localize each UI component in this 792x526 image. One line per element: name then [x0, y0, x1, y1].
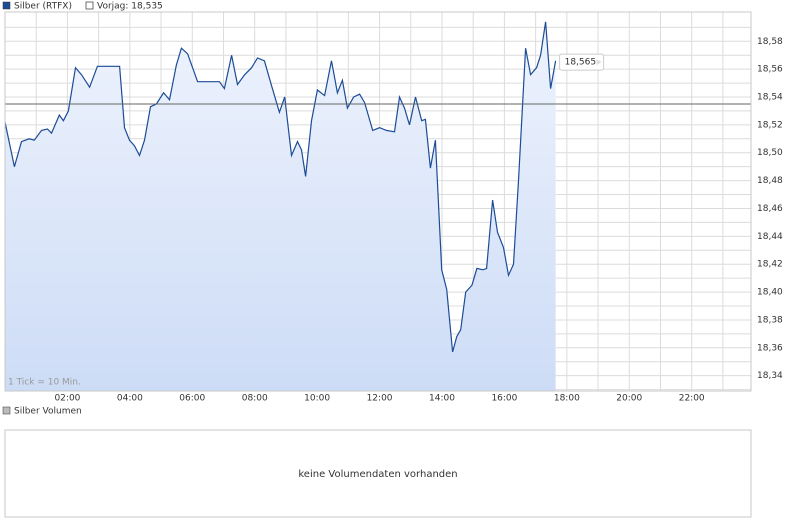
last-value-arrow: [596, 59, 602, 66]
x-tick-label: 18:00: [554, 394, 580, 404]
y-tick-label: 18,46: [757, 204, 783, 214]
y-tick-label: 18,42: [757, 260, 783, 270]
x-tick-label: 12:00: [367, 394, 393, 404]
y-tick-label: 18,36: [757, 343, 783, 353]
area: [5, 21, 556, 392]
y-tick-label: 18,34: [757, 371, 783, 381]
legend-swatch: [85, 1, 94, 10]
x-tick-label: 16:00: [491, 394, 517, 404]
y-tick-label: 18,40: [757, 288, 783, 298]
x-tick-label: 02:00: [54, 394, 80, 404]
legend-label: Silber (RTFX): [14, 2, 72, 12]
x-tick-label: 10:00: [304, 394, 330, 404]
plot-border: [4, 11, 752, 392]
x-tick-label: 04:00: [117, 394, 143, 404]
x-tick-label: 08:00: [242, 394, 268, 404]
x-tick-label: 14:00: [429, 394, 455, 404]
line: [4, 21, 557, 353]
y-tick-label: 18,50: [757, 148, 783, 158]
legend-label: Vorjag: 18,535: [97, 2, 163, 12]
y-tick-label: 18,48: [757, 176, 783, 186]
x-tick-label: 22:00: [679, 394, 705, 404]
annotation: 1 Tick = 10 Min.: [8, 378, 81, 388]
last-value-box: [559, 53, 605, 71]
x-tick-label: 20:00: [616, 394, 642, 404]
y-tick-label: 18,58: [757, 37, 783, 47]
y-tick-label: 18,38: [757, 315, 783, 325]
y-tick-label: 18,44: [757, 232, 783, 242]
legend-swatch: [2, 406, 11, 415]
plot-area: [4, 12, 751, 392]
volume-panel: [4, 429, 752, 518]
y-tick-label: 18,56: [757, 65, 783, 75]
volume-title: Silber Volumen: [14, 407, 82, 417]
x-tick-label: 06:00: [179, 394, 205, 404]
last-value-label: 18,565: [565, 58, 597, 68]
y-tick-label: 18,52: [757, 120, 783, 130]
legend-swatch: [2, 1, 11, 10]
y-tick-label: 18,54: [757, 92, 783, 102]
volume-message: keine Volumendaten vorhanden: [298, 469, 457, 480]
